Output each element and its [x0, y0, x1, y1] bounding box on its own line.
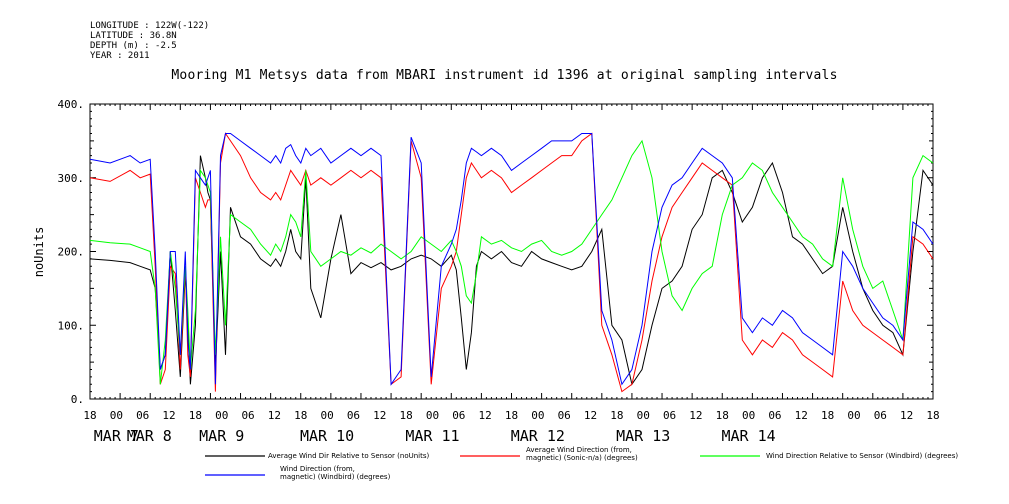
series-group [89, 132, 934, 393]
x-hour-label: 12 [795, 409, 808, 422]
y-tick-label: 300. [58, 172, 85, 185]
x-hour-label: 18 [83, 409, 96, 422]
legend-label-1: Average Wind Dir Relative to Sensor (noU… [268, 452, 429, 460]
x-date-label: MAR 11 [405, 427, 459, 445]
x-hour-label: 12 [373, 409, 386, 422]
legend-label-4: Wind Direction (from, magnetic) (Windbird… [280, 465, 391, 481]
series-line-4 [89, 133, 934, 386]
x-hour-label: 06 [452, 409, 465, 422]
x-hour-label: 00 [110, 409, 123, 422]
x-hour-label: 00 [847, 409, 860, 422]
x-hour-label: 00 [426, 409, 439, 422]
x-hour-label: 12 [900, 409, 913, 422]
y-axis-label: noUnits [32, 227, 46, 278]
x-date-label: MAR 9 [199, 427, 244, 445]
x-hour-label: 18 [189, 409, 202, 422]
y-tick-label: 200. [58, 246, 85, 259]
x-date-label: MAR 14 [722, 427, 776, 445]
x-axis: 18 00 06 12 18 00 06 12 18 00 06 12 18 00 06 12 18 00 06 12… [83, 104, 940, 445]
x-date-label: MAR 13 [616, 427, 670, 445]
x-date-label: MAR 7 [94, 427, 139, 445]
x-hour-label: 18 [610, 409, 623, 422]
y-tick-label: 0. [71, 393, 84, 406]
legend-label-3: Wind Direction Relative to Sensor (Windb… [766, 452, 958, 460]
y-tick-label: 400. [58, 98, 85, 111]
x-date-label: MAR 12 [511, 427, 565, 445]
x-hour-label: 06 [347, 409, 360, 422]
x-hour-label: 00 [742, 409, 755, 422]
x-hour-label: 06 [663, 409, 676, 422]
x-hour-label: 06 [241, 409, 254, 422]
x-hour-label: 18 [294, 409, 307, 422]
metadata-block: LONGITUDE : 122W(-122) LATITUDE : 36.8N … [90, 21, 209, 61]
legend: Average Wind Dir Relative to Sensor (noU… [205, 446, 958, 481]
latitude-label: LATITUDE : 36.8N [90, 31, 177, 41]
year-label: YEAR : 2011 [90, 51, 150, 61]
x-hour-label: 12 [584, 409, 597, 422]
x-hour-label: 12 [689, 409, 702, 422]
x-hour-label: 18 [821, 409, 834, 422]
y-tick-label: 100. [58, 319, 85, 332]
x-hour-label: 18 [505, 409, 518, 422]
y-axis: 0. 100. 200. 300. 400. [58, 98, 933, 406]
x-hour-label: 00 [320, 409, 333, 422]
x-hour-label: 06 [874, 409, 887, 422]
x-hour-label: 18 [400, 409, 413, 422]
x-hour-label: 18 [926, 409, 939, 422]
x-hour-label: 12 [479, 409, 492, 422]
x-hour-label: 06 [136, 409, 149, 422]
longitude-label: LONGITUDE : 122W(-122) [90, 21, 210, 31]
depth-label: DEPTH (m) : -2.5 [90, 41, 177, 51]
legend-label-2: Average Wind Direction (from, magnetic) (… [526, 446, 638, 462]
x-date-label: MAR 8 [127, 427, 172, 445]
x-hour-label: 00 [215, 409, 228, 422]
series-line-2 [89, 132, 934, 393]
x-hour-label: 06 [558, 409, 571, 422]
x-hour-label: 00 [531, 409, 544, 422]
chart-title: Mooring M1 Metsys data from MBARI instru… [171, 68, 838, 83]
x-date-label: MAR 10 [300, 427, 354, 445]
x-hour-label: 18 [716, 409, 729, 422]
series-line-1 [89, 155, 934, 386]
x-hour-label: 12 [162, 409, 175, 422]
x-hour-label: 12 [268, 409, 281, 422]
x-hour-label: 06 [768, 409, 781, 422]
x-hour-label: 00 [637, 409, 650, 422]
